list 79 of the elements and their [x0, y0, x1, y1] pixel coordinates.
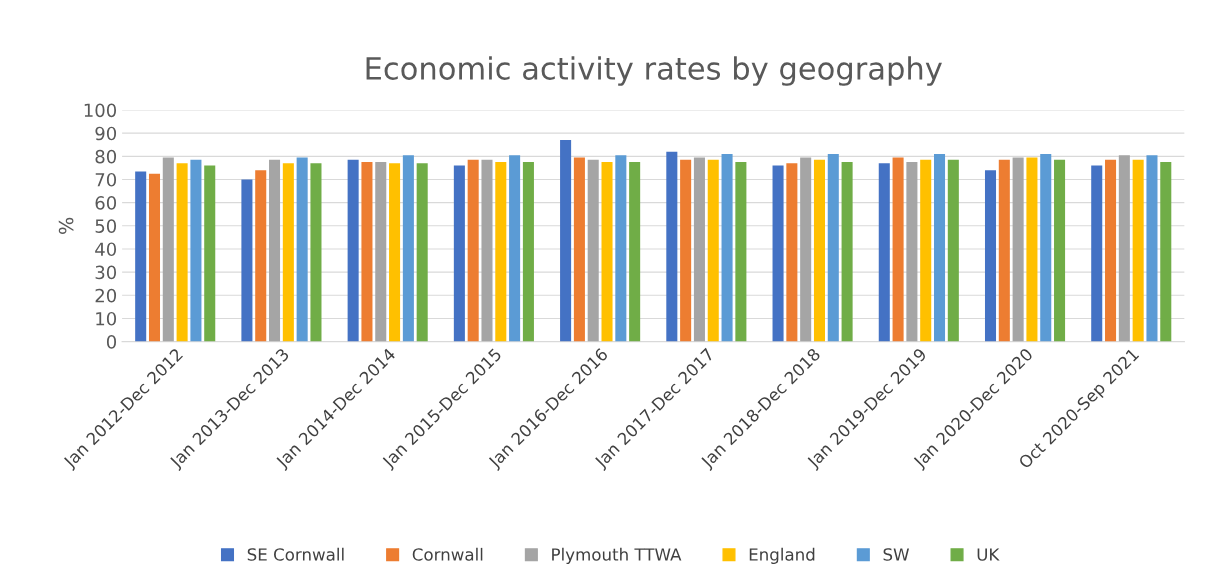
bar	[601, 162, 613, 342]
y-tick-label: 100	[84, 103, 117, 118]
bar	[241, 179, 253, 342]
legend-label: Plymouth TTWA	[552, 547, 682, 564]
bar	[389, 163, 401, 342]
bar	[587, 159, 599, 342]
bar	[204, 165, 216, 342]
bar	[162, 157, 174, 342]
y-tick-label: 0	[106, 335, 117, 349]
bar	[1146, 155, 1158, 342]
bar	[920, 159, 932, 342]
bar	[481, 159, 493, 342]
bar	[735, 162, 747, 342]
legend-label: Cornwall	[412, 547, 483, 561]
y-tick-label: 40	[95, 242, 117, 257]
bar	[310, 163, 322, 342]
bar	[693, 157, 705, 342]
bar	[467, 159, 479, 342]
bar	[1091, 165, 1103, 342]
bar	[1026, 157, 1038, 342]
bar	[906, 162, 918, 342]
bar	[786, 163, 798, 342]
legend-label: SE Cornwall	[247, 547, 344, 561]
legend-label: SW	[883, 548, 909, 561]
bar	[827, 154, 839, 342]
bar	[615, 155, 627, 342]
bar	[148, 173, 161, 342]
bar	[522, 162, 534, 342]
bar	[947, 159, 959, 342]
y-tick-label: 30	[95, 265, 117, 280]
bar	[629, 162, 641, 342]
legend-label: England	[749, 547, 815, 564]
bar	[772, 165, 784, 342]
bar	[666, 151, 678, 342]
y-tick-label: 20	[95, 288, 117, 303]
bar	[800, 157, 812, 342]
bar	[680, 159, 692, 342]
bar	[1118, 155, 1130, 342]
bar	[361, 162, 373, 342]
bar	[1105, 159, 1117, 342]
bar	[892, 157, 904, 342]
bar	[560, 140, 572, 342]
legend-label: UK	[977, 548, 1000, 561]
bar	[573, 157, 585, 342]
y-tick-label: 90	[95, 126, 117, 141]
bar	[509, 155, 521, 342]
bar	[721, 154, 733, 342]
bar	[1160, 162, 1172, 342]
bar	[453, 165, 465, 342]
y-tick-label: 10	[96, 311, 117, 326]
bar	[282, 163, 294, 342]
bar	[190, 159, 202, 342]
bar	[416, 163, 428, 342]
bar	[135, 171, 147, 342]
bar	[933, 154, 946, 342]
bar	[878, 163, 890, 342]
y-tick-label: 50	[95, 219, 117, 233]
bar	[813, 159, 825, 342]
bar	[841, 162, 853, 342]
bar	[269, 159, 281, 342]
bar	[375, 162, 387, 342]
bar	[402, 155, 414, 342]
bar	[296, 157, 308, 342]
bar	[1040, 154, 1052, 342]
bar	[255, 170, 267, 342]
bar	[984, 170, 997, 342]
bar	[1132, 159, 1144, 342]
bar	[1054, 159, 1066, 342]
y-tick-label: 80	[95, 149, 117, 164]
y-tick-label: 70	[95, 172, 117, 187]
y-tick-label: 60	[95, 196, 117, 210]
bar	[347, 159, 359, 342]
bar	[176, 163, 188, 342]
bar	[495, 162, 507, 342]
bar	[998, 159, 1010, 342]
y-axis-title: %	[58, 217, 74, 234]
chart-title: Economic activity rates by geography	[366, 56, 942, 86]
bar	[1012, 157, 1024, 342]
bar	[707, 159, 719, 342]
